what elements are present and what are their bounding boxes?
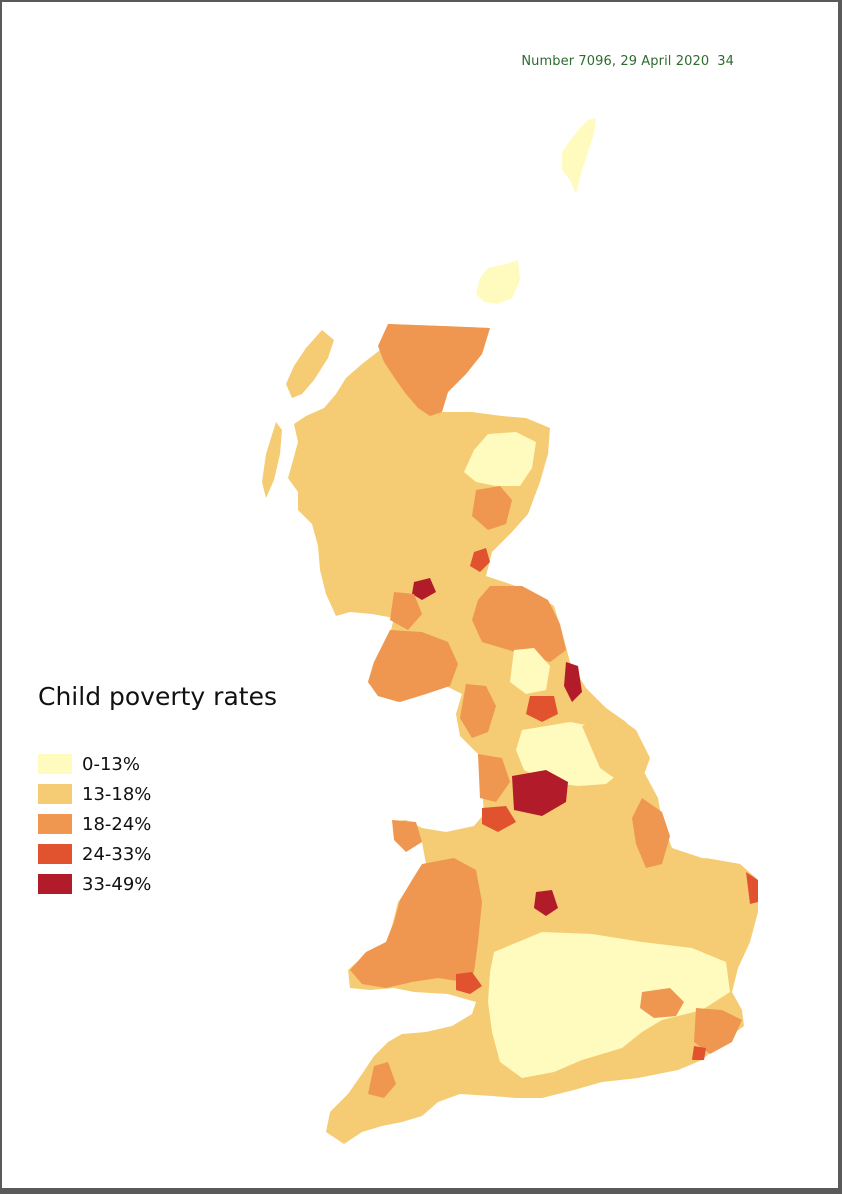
region-north-wales: [392, 820, 422, 852]
region-outer-hebrides: [286, 330, 334, 398]
region-shetland: [562, 118, 596, 194]
legend-item: 18-24%: [38, 809, 277, 839]
region-wales-west: [350, 858, 482, 988]
legend-swatch: [38, 784, 72, 804]
legend-label: 18-24%: [82, 814, 151, 835]
legend-item: 13-18%: [38, 779, 277, 809]
legend-swatch: [38, 754, 72, 774]
region-orkney: [476, 260, 520, 304]
legend-item: 0-13%: [38, 749, 277, 779]
region-outer-hebrides-south: [262, 422, 282, 498]
legend-label: 0-13%: [82, 754, 140, 775]
legend-item: 24-33%: [38, 839, 277, 869]
region-hastings: [692, 1046, 706, 1060]
legend-swatch: [38, 844, 72, 864]
legend-label: 33-49%: [82, 874, 151, 895]
legend-label: 24-33%: [82, 844, 151, 865]
region-dumfries-galloway: [368, 630, 458, 702]
legend-title: Child poverty rates: [38, 682, 277, 711]
legend-swatch: [38, 874, 72, 894]
legend-item: 33-49%: [38, 869, 277, 899]
region-norfolk: [670, 858, 756, 908]
legend-label: 13-18%: [82, 784, 151, 805]
map-legend: Child poverty rates 0-13% 13-18% 18-24% …: [38, 682, 277, 899]
legend-swatch: [38, 814, 72, 834]
